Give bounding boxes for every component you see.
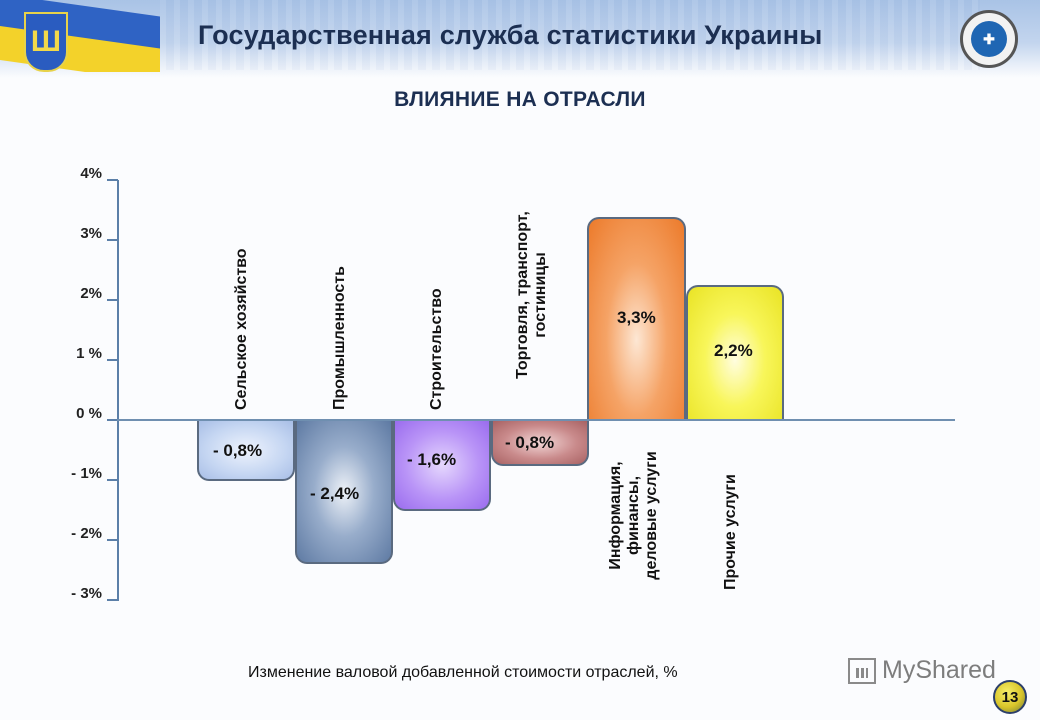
y-tick-label: 0 %	[76, 405, 102, 422]
bar-value-label: 2,2%	[714, 341, 753, 360]
y-tick-label: 1 %	[76, 345, 102, 362]
y-tick-label: 3%	[80, 225, 102, 242]
bar-trade-transport	[491, 421, 589, 466]
bar-industry	[295, 421, 393, 564]
statistics-emblem-icon: ✚	[960, 10, 1018, 68]
category-label: Строительство	[428, 288, 445, 410]
y-tick	[107, 419, 118, 421]
header-title: Государственная служба статистики Украин…	[198, 20, 823, 50]
bar-value-label: - 0,8%	[213, 441, 263, 460]
y-tick	[107, 179, 118, 181]
y-axis	[117, 180, 119, 601]
zero-baseline	[117, 419, 955, 421]
bar-other-services	[686, 285, 784, 420]
bar-information-finance	[587, 217, 686, 420]
header-background-pattern	[160, 0, 980, 70]
ukraine-flag-logo: Ш	[0, 0, 160, 72]
category-label: Информация, финансы, деловые услуги	[607, 451, 660, 580]
category-label: Торговля, транспорт, гостиницы	[514, 211, 549, 379]
y-tick-label: - 2%	[71, 525, 102, 542]
watermark-text: MyShared	[882, 656, 996, 684]
y-tick-label: 2%	[80, 285, 102, 302]
bar-value-label: - 1,6%	[407, 450, 457, 469]
y-tick	[107, 299, 118, 301]
category-label: Сельское хозяйство	[233, 248, 250, 410]
page-number-badge: 13	[993, 680, 1027, 714]
slide-header: Ш Государственная служба статистики Укра…	[0, 0, 1040, 78]
watermark: MyShared	[848, 656, 996, 685]
y-tick	[107, 479, 118, 481]
slide-subtitle: ВЛИЯНИЕ НА ОТРАСЛИ	[394, 88, 646, 111]
chart-caption: Изменение валовой добавленной стоимости …	[248, 664, 678, 681]
category-label: Промышленность	[331, 266, 348, 410]
bar-construction	[393, 421, 491, 511]
emblem-cross: ✚	[971, 21, 1007, 57]
y-tick-label: - 1%	[71, 465, 102, 482]
bar-agriculture	[197, 421, 295, 481]
category-label: Прочие услуги	[722, 474, 739, 590]
y-tick	[107, 539, 118, 541]
trident-icon: Ш	[24, 12, 68, 72]
bar-value-label: - 0,8%	[505, 433, 555, 452]
y-tick	[107, 599, 118, 601]
y-tick	[107, 239, 118, 241]
bar-value-label: - 2,4%	[310, 484, 360, 503]
y-tick-label: - 3%	[71, 585, 102, 602]
y-tick	[107, 359, 118, 361]
bar-value-label: 3,3%	[617, 308, 656, 327]
y-tick-label: 4%	[80, 165, 102, 182]
presentation-chart-icon	[848, 657, 876, 684]
